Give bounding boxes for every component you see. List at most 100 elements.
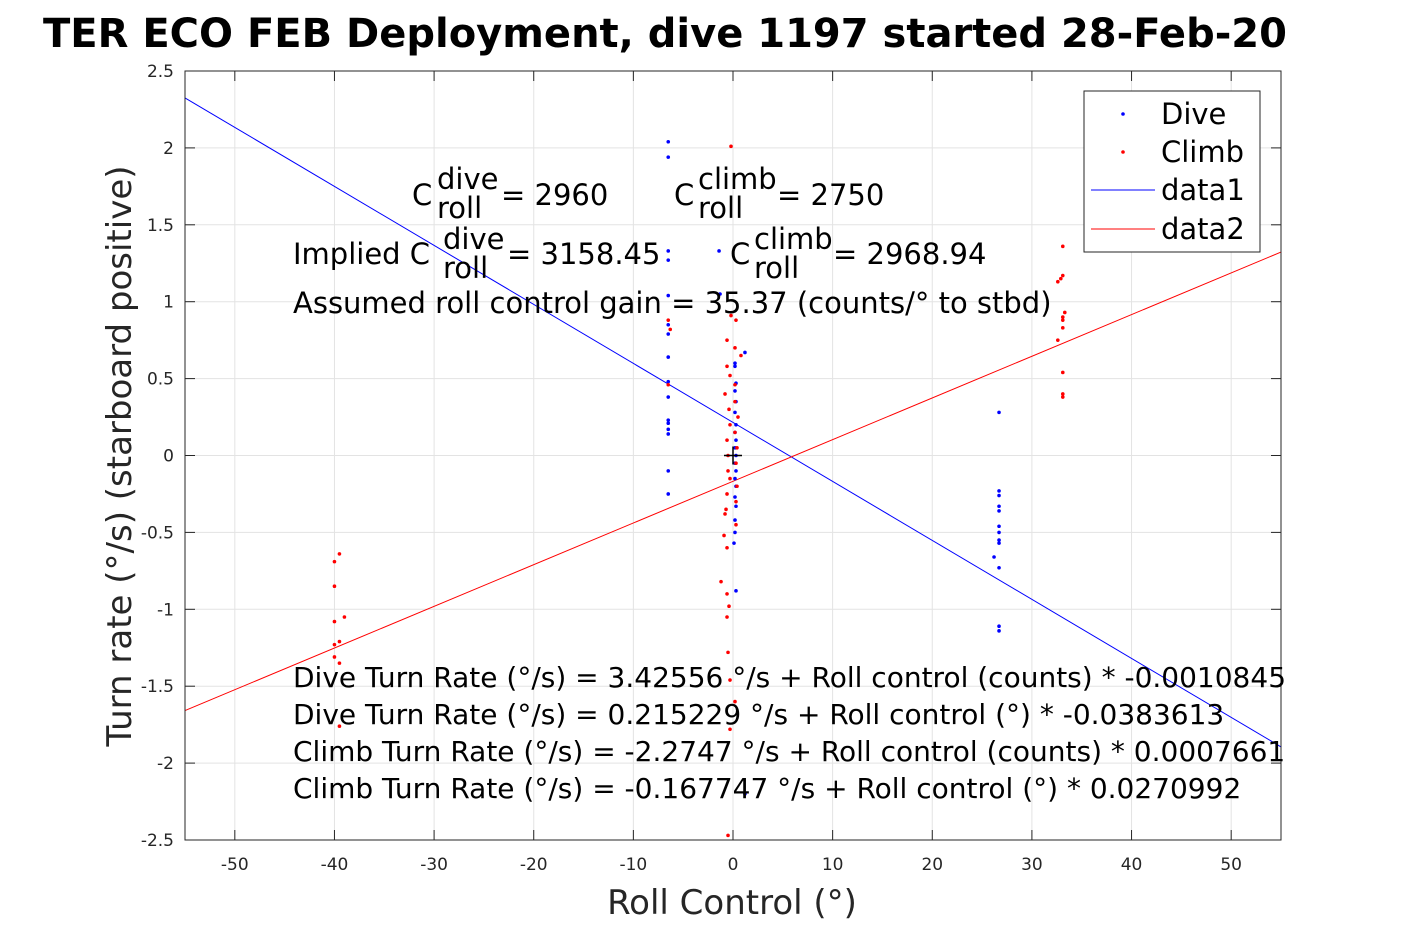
c-roll-dive-c: C: [412, 178, 432, 212]
dive-point: [733, 495, 737, 499]
dive-point: [734, 504, 738, 509]
climb-point: [733, 430, 737, 435]
climb-point: [736, 415, 740, 419]
implied-dive-label: Implied C: [293, 237, 430, 271]
climb-point: [332, 619, 337, 624]
legend-climb-marker: [1121, 150, 1125, 154]
dive-point: [732, 541, 736, 545]
dive-point: [666, 469, 671, 473]
climb-point: [668, 327, 673, 332]
climb-point: [733, 382, 737, 387]
implied-climb-sup: climb: [754, 222, 833, 256]
gain-annotation: Assumed roll control gain = 35.37 (count…: [293, 286, 1052, 320]
fit-line-data2: [184, 251, 1282, 711]
dive-point: [666, 492, 671, 496]
equation-climb-counts: Climb Turn Rate (°/s) = -2.2747 °/s + Ro…: [293, 735, 1285, 768]
climb-point: [723, 512, 727, 516]
legend-box: [1083, 90, 1261, 253]
implied-climb-c: C: [730, 237, 750, 271]
c-roll-dive-sup: dive: [437, 162, 498, 196]
climb-point: [725, 492, 729, 496]
c-roll-dive-value: = 2960: [501, 178, 608, 212]
x-tick-label: -30: [420, 855, 448, 875]
implied-dive-sup: dive: [443, 222, 504, 256]
dive-point: [734, 438, 738, 442]
dive-point: [666, 432, 671, 436]
climb-point: [728, 678, 732, 682]
x-tick-label: 10: [822, 855, 844, 875]
dive-point: [733, 476, 737, 481]
climb-point: [1060, 315, 1065, 319]
climb-point: [1060, 326, 1065, 330]
dive-point: [733, 530, 737, 535]
dive-point: [992, 555, 996, 559]
dive-point: [666, 355, 671, 359]
x-tick-label: 30: [1021, 855, 1043, 875]
dive-point: [743, 792, 747, 796]
x-tick-label: -40: [321, 855, 349, 875]
dive-point: [743, 350, 747, 355]
climb-point: [734, 522, 738, 527]
y-tick-label: -2.5: [141, 831, 174, 851]
climb-point: [726, 833, 730, 838]
dive-point: [997, 489, 1001, 493]
y-tick-label: 1.5: [147, 216, 174, 236]
climb-point: [719, 579, 723, 584]
climb-point: [1059, 276, 1063, 281]
legend: Dive Climb data1 data2: [1083, 90, 1261, 253]
implied-climb-value: = 2968.94: [833, 237, 986, 271]
equation-dive-degrees: Dive Turn Rate (°/s) = 0.215229 °/s + Ro…: [293, 698, 1224, 731]
y-tick-label: 0.5: [147, 370, 174, 390]
climb-point: [725, 545, 729, 550]
climb-point: [725, 364, 729, 369]
dive-point: [997, 565, 1001, 570]
climb-point: [726, 650, 730, 655]
climb-point: [337, 639, 342, 644]
climb-point: [666, 382, 671, 387]
climb-point: [1056, 279, 1060, 284]
implied-climb-sub: roll: [754, 251, 799, 285]
climb-point: [724, 507, 728, 512]
climb-point: [729, 144, 733, 149]
legend-dive-marker: [1121, 112, 1125, 116]
x-tick-label: 0: [728, 855, 739, 875]
x-axis-label: Roll Control (°): [607, 883, 857, 923]
x-tick-label: -50: [221, 855, 249, 875]
climb-point: [726, 469, 730, 473]
climb-point: [739, 353, 743, 358]
equation-climb-degrees: Climb Turn Rate (°/s) = -0.167747 °/s + …: [293, 772, 1241, 805]
y-tick-label: -1: [157, 600, 174, 620]
climb-point: [728, 727, 732, 732]
climb-point: [332, 655, 337, 659]
c-roll-climb-sub: roll: [698, 191, 743, 225]
climb-point: [1060, 395, 1065, 399]
climb-point: [342, 615, 347, 619]
dive-point: [666, 395, 671, 399]
dive-point: [997, 530, 1001, 535]
x-tick-label: 40: [1121, 855, 1143, 875]
fit-lines: [184, 97, 1282, 748]
climb-point: [725, 592, 729, 596]
climb-point: [725, 438, 729, 442]
c-roll-climb-sup: climb: [698, 162, 777, 196]
climb-point: [666, 318, 671, 322]
climb-point: [337, 552, 342, 556]
climb-point: [337, 661, 342, 665]
dive-point: [997, 493, 1001, 498]
dive-point: [717, 249, 721, 253]
implied-dive-sub: roll: [443, 251, 488, 285]
dive-point: [997, 624, 1001, 629]
climb-point: [733, 699, 737, 704]
climb-point: [1060, 273, 1065, 278]
climb-point: [733, 399, 737, 404]
y-tick-label: 2: [163, 139, 174, 159]
implied-dive-value: = 3158.45: [507, 237, 660, 271]
climb-point: [723, 392, 727, 396]
dive-point: [733, 389, 737, 393]
legend-data1-label: data1: [1161, 173, 1245, 207]
dive-point: [666, 155, 671, 159]
climb-point: [735, 484, 739, 489]
y-tick-labels: -2.5 -2 -1.5 -1 -0.5 0 0.5 1 1.5 2 2.5: [141, 62, 174, 851]
climb-point: [727, 407, 731, 412]
c-roll-dive-sub: roll: [437, 191, 482, 225]
